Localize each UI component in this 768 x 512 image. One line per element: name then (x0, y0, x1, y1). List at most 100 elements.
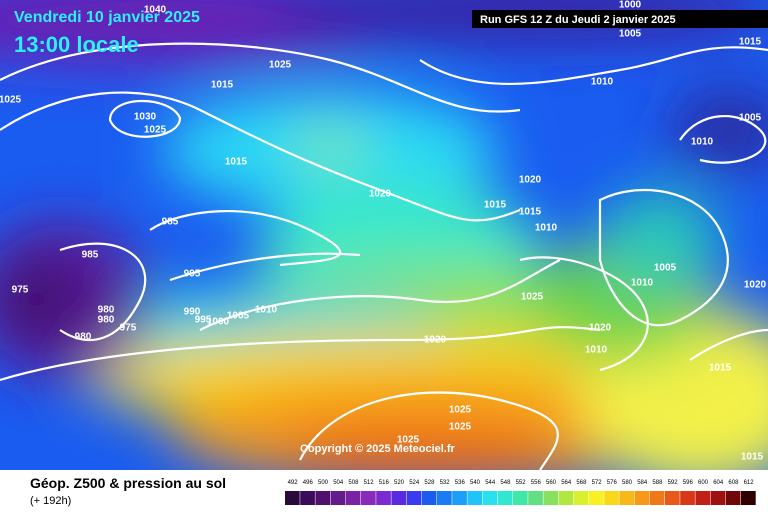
isobar-label: 1025 (449, 405, 472, 416)
scale-swatch (680, 491, 695, 505)
scale-label: 604 (713, 480, 724, 486)
field (0, 0, 768, 470)
isobar-label: 1025 (397, 435, 420, 446)
isobar-label: 1025 (269, 60, 292, 71)
scale-swatch (543, 491, 559, 505)
isobar-labels: 1040 1025 1015 1030 1025 1025 1015 1020 985 985 97… (0, 0, 767, 463)
scale-label: 516 (379, 480, 390, 486)
isobar-label: 1040 (144, 5, 167, 16)
scale-swatch (558, 491, 574, 505)
isobar-lines (0, 42, 768, 470)
scale-swatch (315, 491, 331, 505)
isobar-label: 1025 (144, 125, 167, 136)
scale-swatch (482, 491, 498, 505)
scale-swatch (528, 491, 543, 505)
isobar-label: 990 (184, 307, 201, 318)
isobar-label: 980 (98, 315, 115, 326)
scale-label: 600 (698, 480, 709, 486)
isobar-label: 1005 (654, 263, 677, 274)
time-label: 13:00 locale (14, 32, 139, 57)
scale-label: 572 (592, 480, 603, 486)
isobar-label: 1025 (521, 292, 544, 303)
isobar-label: 980 (98, 305, 115, 316)
scale-label: 560 (546, 480, 557, 486)
scale-swatch (300, 491, 315, 505)
scale-swatch (604, 491, 619, 505)
scale-swatch (361, 491, 376, 505)
scale-label: 536 (455, 480, 466, 486)
scale-swatch (589, 491, 604, 505)
scale-swatch (573, 491, 589, 505)
scale-swatch (710, 491, 726, 505)
isobar-label: 1005 (227, 311, 250, 322)
scale-label: 508 (348, 480, 359, 486)
isobar-label: 1020 (369, 189, 392, 200)
scale-label: 580 (622, 480, 633, 486)
scale-swatch (391, 491, 407, 505)
isobar-label: 1010 (535, 223, 558, 234)
isobar-label: 1025 (449, 422, 472, 433)
isobar-label: 1020 (744, 280, 767, 291)
scale-label: 596 (683, 480, 694, 486)
isobar-label: 980 (75, 332, 92, 343)
scale-swatch (513, 491, 528, 505)
scale-label: 532 (440, 480, 451, 486)
scale-swatch (406, 491, 422, 505)
isobar-label: 1000 (207, 317, 230, 328)
scale-swatch (467, 491, 483, 505)
scale-label: 584 (637, 480, 648, 486)
isobar-label: 975 (120, 323, 137, 334)
scale-label: 496 (303, 480, 314, 486)
scale-swatch (665, 491, 680, 505)
scale-swatch (345, 491, 361, 505)
isobar-label: 1010 (585, 345, 608, 356)
scale-swatch (741, 491, 756, 505)
isobar-label: 1005 (619, 29, 642, 40)
scale-swatch (725, 491, 741, 505)
copyright: Copyright © 2025 Meteociel.fr (300, 443, 456, 455)
scale-swatch (634, 491, 650, 505)
scale-label: 564 (561, 480, 572, 486)
scale-swatch (421, 491, 437, 505)
scale-swatch (437, 491, 452, 505)
isobar-label: 1015 (741, 452, 764, 463)
isobar-label: 1005 (739, 113, 762, 124)
scale-label: 548 (500, 480, 511, 486)
scale-label: 528 (424, 480, 435, 486)
run-label: Run GFS 12 Z du Jeudi 2 janvier 2025 (480, 14, 676, 26)
scale-label: 568 (576, 480, 587, 486)
scale-label: 500 (318, 480, 329, 486)
isobar-label: 995 (184, 269, 201, 280)
scale-label: 588 (652, 480, 663, 486)
isobar-label: 1015 (519, 207, 542, 218)
scale-swatch (619, 491, 635, 505)
scale-swatch (497, 491, 513, 505)
isobar-label: 1015 (739, 37, 762, 48)
scale-swatch (452, 491, 467, 505)
isobar-label: 1010 (591, 77, 614, 88)
scale-swatch (695, 491, 711, 505)
scale-label: 524 (409, 480, 420, 486)
isobar-label: 1020 (589, 323, 612, 334)
isobar-label: 995 (195, 315, 212, 326)
run-banner (472, 10, 768, 28)
isobar-label: 1015 (484, 200, 507, 211)
date-label: Vendredi 10 janvier 2025 (14, 9, 200, 26)
isobar-label: 1010 (691, 137, 714, 148)
scale-swatch (330, 491, 346, 505)
isobar-label: 1020 (519, 175, 542, 186)
isobar-label: 1015 (709, 363, 732, 374)
footer-lead: (+ 192h) (30, 495, 71, 507)
scale-label: 556 (531, 480, 542, 486)
isobar-label: 1010 (255, 305, 278, 316)
scale-label: 608 (728, 480, 739, 486)
scale-label: 544 (485, 480, 496, 486)
scale-swatch (376, 491, 391, 505)
scale-label: 576 (607, 480, 618, 486)
isobar-label: 1010 (631, 278, 654, 289)
isobar-label: 1020 (424, 335, 447, 346)
scale-label: 492 (288, 480, 299, 486)
isobar-label: 1030 (134, 112, 157, 123)
isobar-label: 985 (82, 250, 99, 261)
scale-label: 512 (364, 480, 375, 486)
